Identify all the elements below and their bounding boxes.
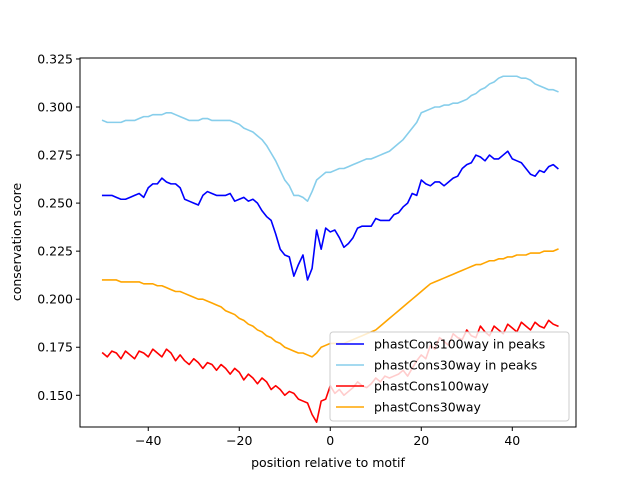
y-axis-label: conservation score [9, 183, 24, 302]
y-tick-label: 0.200 [37, 292, 73, 307]
y-tick-label: 0.275 [37, 148, 73, 163]
y-tick-label: 0.150 [37, 388, 73, 403]
x-tick-label: −20 [226, 433, 252, 448]
y-tick-label: 0.300 [37, 100, 73, 115]
x-axis: −40 −20 0 20 40 [135, 427, 520, 448]
y-tick-label: 0.225 [37, 244, 73, 259]
legend: phastCons100way in peaks phastCons30way i… [329, 331, 570, 422]
y-tick-label: 0.250 [37, 196, 73, 211]
legend-label: phastCons30way in peaks [374, 358, 537, 373]
y-tick-label: 0.325 [37, 51, 73, 66]
legend-box [329, 331, 570, 422]
axes-frame [79, 57, 577, 428]
legend-label: phastCons30way [374, 400, 482, 415]
y-tick-label: 0.175 [37, 340, 73, 355]
y-axis: 0.150 0.175 0.200 0.225 0.250 0.275 0.300 0.325 [37, 51, 80, 403]
legend-label: phastCons100way in peaks [374, 337, 545, 352]
x-tick-label: −40 [135, 433, 161, 448]
x-axis-label: position relative to motif [251, 455, 405, 470]
x-tick-label: 20 [413, 433, 429, 448]
x-tick-label: 0 [326, 433, 334, 448]
legend-label: phastCons100way [374, 379, 489, 394]
x-tick-label: 40 [504, 433, 520, 448]
series-line-phastcons100way-in-peaks [101, 150, 559, 281]
series-line-phastcons30way-in-peaks [101, 75, 559, 202]
